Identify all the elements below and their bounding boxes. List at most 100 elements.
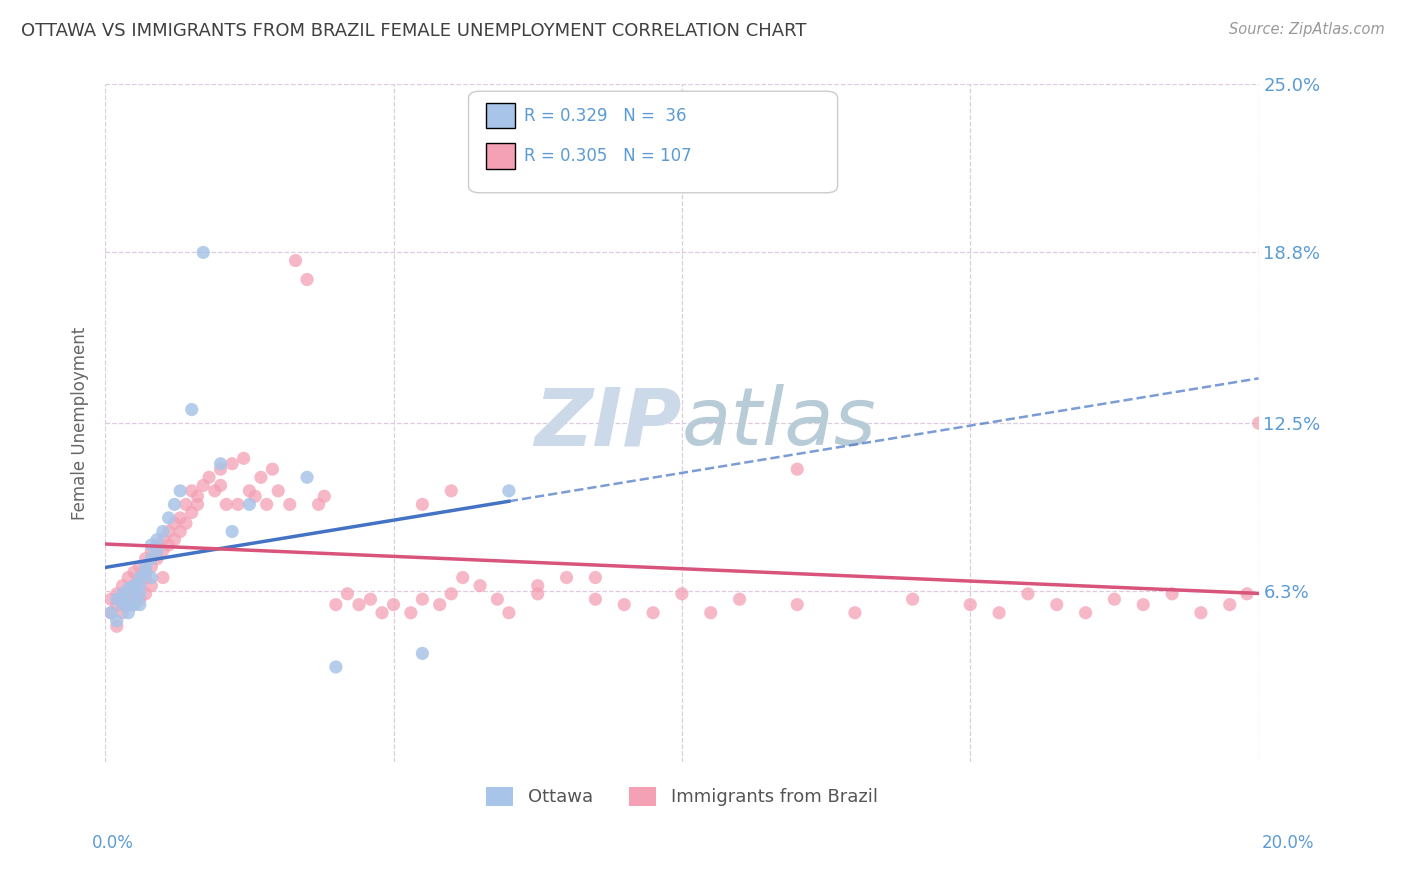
Point	[169, 483, 191, 498]
Point	[360, 592, 382, 607]
Point	[583, 592, 606, 607]
Point	[1046, 598, 1069, 612]
Point	[100, 606, 122, 620]
Point	[186, 489, 208, 503]
Point	[959, 598, 981, 612]
Point	[786, 462, 808, 476]
Text: atlas: atlas	[682, 384, 877, 462]
Point	[1104, 592, 1126, 607]
Point	[498, 483, 520, 498]
Point	[1236, 587, 1258, 601]
Point	[169, 524, 191, 539]
Point	[786, 598, 808, 612]
Point	[111, 592, 134, 607]
Point	[174, 516, 197, 531]
Point	[122, 587, 145, 601]
Point	[111, 592, 134, 607]
Text: 20.0%: 20.0%	[1263, 834, 1315, 852]
Point	[122, 598, 145, 612]
Point	[141, 543, 163, 558]
Point	[105, 598, 128, 612]
Point	[105, 619, 128, 633]
Point	[157, 524, 180, 539]
FancyBboxPatch shape	[468, 91, 838, 193]
Text: ZIP: ZIP	[534, 384, 682, 462]
Text: R = 0.305   N = 107: R = 0.305 N = 107	[524, 147, 692, 165]
Point	[613, 598, 636, 612]
Legend: Ottawa, Immigrants from Brazil: Ottawa, Immigrants from Brazil	[479, 780, 884, 814]
Point	[325, 660, 347, 674]
Point	[336, 587, 359, 601]
Point	[468, 579, 491, 593]
Point	[186, 497, 208, 511]
Point	[238, 497, 260, 511]
Point	[411, 592, 433, 607]
Point	[105, 587, 128, 601]
Point	[371, 606, 394, 620]
Point	[209, 457, 232, 471]
Point	[526, 579, 548, 593]
Point	[451, 570, 474, 584]
Point	[105, 592, 128, 607]
Point	[198, 470, 221, 484]
Point	[180, 483, 202, 498]
Point	[174, 497, 197, 511]
Point	[641, 606, 664, 620]
Point	[440, 587, 463, 601]
Point	[146, 533, 169, 547]
Point	[111, 579, 134, 593]
Point	[221, 524, 243, 539]
Point	[163, 516, 186, 531]
Point	[411, 647, 433, 661]
Point	[204, 483, 226, 498]
Point	[122, 587, 145, 601]
Point	[128, 598, 150, 612]
Point	[157, 511, 180, 525]
Point	[325, 598, 347, 612]
Point	[135, 559, 157, 574]
Point	[243, 489, 266, 503]
Point	[169, 511, 191, 525]
Point	[122, 565, 145, 579]
Point	[128, 579, 150, 593]
Point	[111, 606, 134, 620]
Point	[135, 551, 157, 566]
Point	[117, 598, 139, 612]
Text: Source: ZipAtlas.com: Source: ZipAtlas.com	[1229, 22, 1385, 37]
Point	[135, 587, 157, 601]
Point	[844, 606, 866, 620]
Point	[295, 272, 318, 286]
Point	[583, 570, 606, 584]
Point	[671, 587, 693, 601]
Point	[284, 253, 307, 268]
Point	[117, 598, 139, 612]
Point	[1017, 587, 1039, 601]
Point	[128, 559, 150, 574]
Point	[314, 489, 336, 503]
Point	[180, 506, 202, 520]
Point	[226, 497, 249, 511]
Point	[146, 543, 169, 558]
Point	[146, 551, 169, 566]
Point	[141, 551, 163, 566]
Point	[146, 538, 169, 552]
Point	[141, 538, 163, 552]
Point	[117, 592, 139, 607]
Point	[232, 451, 254, 466]
Point	[117, 570, 139, 584]
Point	[163, 497, 186, 511]
Point	[141, 570, 163, 584]
Point	[122, 579, 145, 593]
Point	[700, 606, 723, 620]
Point	[111, 598, 134, 612]
Point	[135, 570, 157, 584]
Point	[135, 565, 157, 579]
Point	[399, 606, 422, 620]
Point	[1132, 598, 1154, 612]
Point	[238, 483, 260, 498]
Point	[1219, 598, 1241, 612]
Point	[111, 587, 134, 601]
Point	[163, 533, 186, 547]
Point	[111, 598, 134, 612]
Point	[1189, 606, 1212, 620]
